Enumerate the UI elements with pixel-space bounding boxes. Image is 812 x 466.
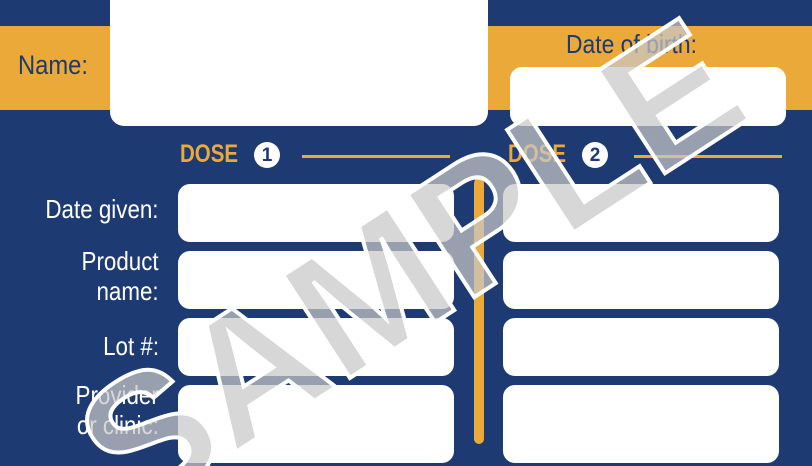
provider-clinic-label-line1: Provider bbox=[75, 380, 159, 410]
name-field[interactable] bbox=[110, 0, 488, 126]
dose-2-rule bbox=[634, 155, 782, 158]
lot-number-label: Lot #: bbox=[103, 331, 159, 361]
dose-1-provider-clinic-field[interactable] bbox=[178, 385, 454, 463]
dose-1-label: DOSE bbox=[180, 140, 239, 168]
dose-1-number-badge: 1 bbox=[254, 142, 280, 168]
product-name-label: Product name: bbox=[82, 246, 159, 306]
dose-2-lot-number-field[interactable] bbox=[503, 318, 779, 376]
dose-1-header: DOSE 1 bbox=[180, 140, 280, 169]
dose-2-label: DOSE bbox=[508, 140, 567, 168]
dose-1-product-name-field[interactable] bbox=[178, 251, 454, 309]
dose-2-number-badge: 2 bbox=[582, 142, 608, 168]
dose-2-header: DOSE 2 bbox=[508, 140, 608, 169]
provider-clinic-label: Provider or clinic: bbox=[76, 380, 159, 440]
dose-2-product-name-field[interactable] bbox=[503, 251, 779, 309]
date-of-birth-label: Date of birth: bbox=[566, 29, 697, 59]
product-name-label-line1: Product bbox=[81, 246, 159, 276]
product-name-label-line2: name: bbox=[96, 276, 159, 306]
date-of-birth-field[interactable] bbox=[510, 67, 786, 126]
name-label: Name: bbox=[18, 50, 88, 80]
date-given-label: Date given: bbox=[45, 194, 159, 224]
dose-1-lot-number-field[interactable] bbox=[178, 318, 454, 376]
provider-clinic-label-line2: or clinic: bbox=[76, 410, 159, 440]
dose-2-provider-clinic-field[interactable] bbox=[503, 385, 779, 463]
dose-2-date-given-field[interactable] bbox=[503, 184, 779, 242]
dose-1-date-given-field[interactable] bbox=[178, 184, 454, 242]
dose-divider bbox=[474, 178, 484, 444]
dose-1-rule bbox=[302, 155, 450, 158]
